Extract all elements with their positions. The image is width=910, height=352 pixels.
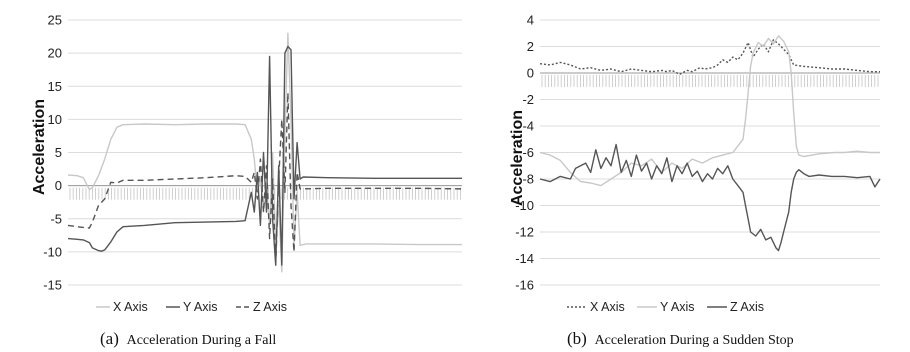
legend-label: Z Axis xyxy=(730,300,764,314)
legend: X Axis Y Axis Z Axis xyxy=(567,300,764,314)
y-tick-label: 2 xyxy=(527,39,534,54)
caption-letter: (b) xyxy=(567,329,587,348)
chart-sudden-stop: 4 2 0 -2 -4 -6 -8 -10 -12 -14 -16 Acceleration X A… xyxy=(509,13,881,348)
y-tick-label: -4 xyxy=(522,119,534,134)
caption-text: Acceleration During a Fall xyxy=(127,333,277,348)
y-tick-label: -16 xyxy=(515,278,534,293)
legend-item: Y Axis xyxy=(637,300,695,314)
y-tick-label: -5 xyxy=(50,211,62,226)
legend-item: X Axis xyxy=(567,300,625,314)
x-tick-marks xyxy=(541,75,879,87)
caption: (b) Acceleration During a Sudden Stop xyxy=(567,329,794,348)
y-tick-label: 0 xyxy=(527,66,534,81)
series-x-axis xyxy=(67,32,462,273)
y-tick-label: 0 xyxy=(55,178,62,193)
y-tick-labels: 4 2 0 -2 -4 -6 -8 -10 -12 -14 -16 xyxy=(515,13,534,293)
y-tick-label: 15 xyxy=(48,79,62,94)
y-axis-label: Acceleration xyxy=(31,99,48,195)
y-tick-label: 5 xyxy=(55,145,62,160)
series-x-axis xyxy=(539,39,880,75)
y-tick-label: -2 xyxy=(522,92,534,107)
legend: X Axis Y Axis Z Axis xyxy=(96,300,287,314)
caption: (a) Acceleration During a Fall xyxy=(100,329,276,348)
legend-item: X Axis xyxy=(96,300,148,314)
y-tick-label: -10 xyxy=(515,198,534,213)
legend-item: Z Axis xyxy=(236,300,287,314)
y-axis-label: Acceleration xyxy=(509,110,526,206)
legend-label: Z Axis xyxy=(253,300,287,314)
y-tick-labels: 25 20 15 10 5 0 -5 -10 -15 xyxy=(43,13,62,293)
y-tick-label: -14 xyxy=(515,251,534,266)
legend-item: Y Axis xyxy=(166,300,218,314)
series-y-axis xyxy=(67,45,462,266)
y-tick-label: 10 xyxy=(48,112,62,127)
caption-text: Acceleration During a Sudden Stop xyxy=(595,333,794,348)
legend-label: Y Axis xyxy=(183,300,218,314)
zero-axis-band xyxy=(540,72,880,87)
chart-fall: 25 20 15 10 5 0 -5 -10 -15 Acceleration X Axis Y … xyxy=(31,13,463,348)
series-z-axis xyxy=(67,92,463,266)
grid-lines xyxy=(68,19,462,286)
y-tick-label: -10 xyxy=(43,244,62,259)
y-tick-label: 25 xyxy=(48,13,62,28)
legend-label: X Axis xyxy=(590,300,625,314)
series-layer xyxy=(67,32,463,273)
legend-item: Z Axis xyxy=(707,300,764,314)
y-tick-label: -12 xyxy=(515,225,534,240)
legend-label: Y Axis xyxy=(660,300,695,314)
y-tick-label: -6 xyxy=(522,145,534,160)
series-y-axis xyxy=(539,35,880,187)
x-tick-marks xyxy=(69,187,461,200)
caption-letter: (a) xyxy=(100,329,119,348)
zero-axis-band xyxy=(68,185,462,200)
y-tick-label: 20 xyxy=(48,46,62,61)
series-layer xyxy=(539,35,881,252)
legend-label: X Axis xyxy=(113,300,148,314)
series-z-axis xyxy=(539,143,881,252)
y-tick-label: 4 xyxy=(527,13,534,28)
y-tick-label: -15 xyxy=(43,278,62,293)
y-tick-label: -8 xyxy=(522,172,534,187)
